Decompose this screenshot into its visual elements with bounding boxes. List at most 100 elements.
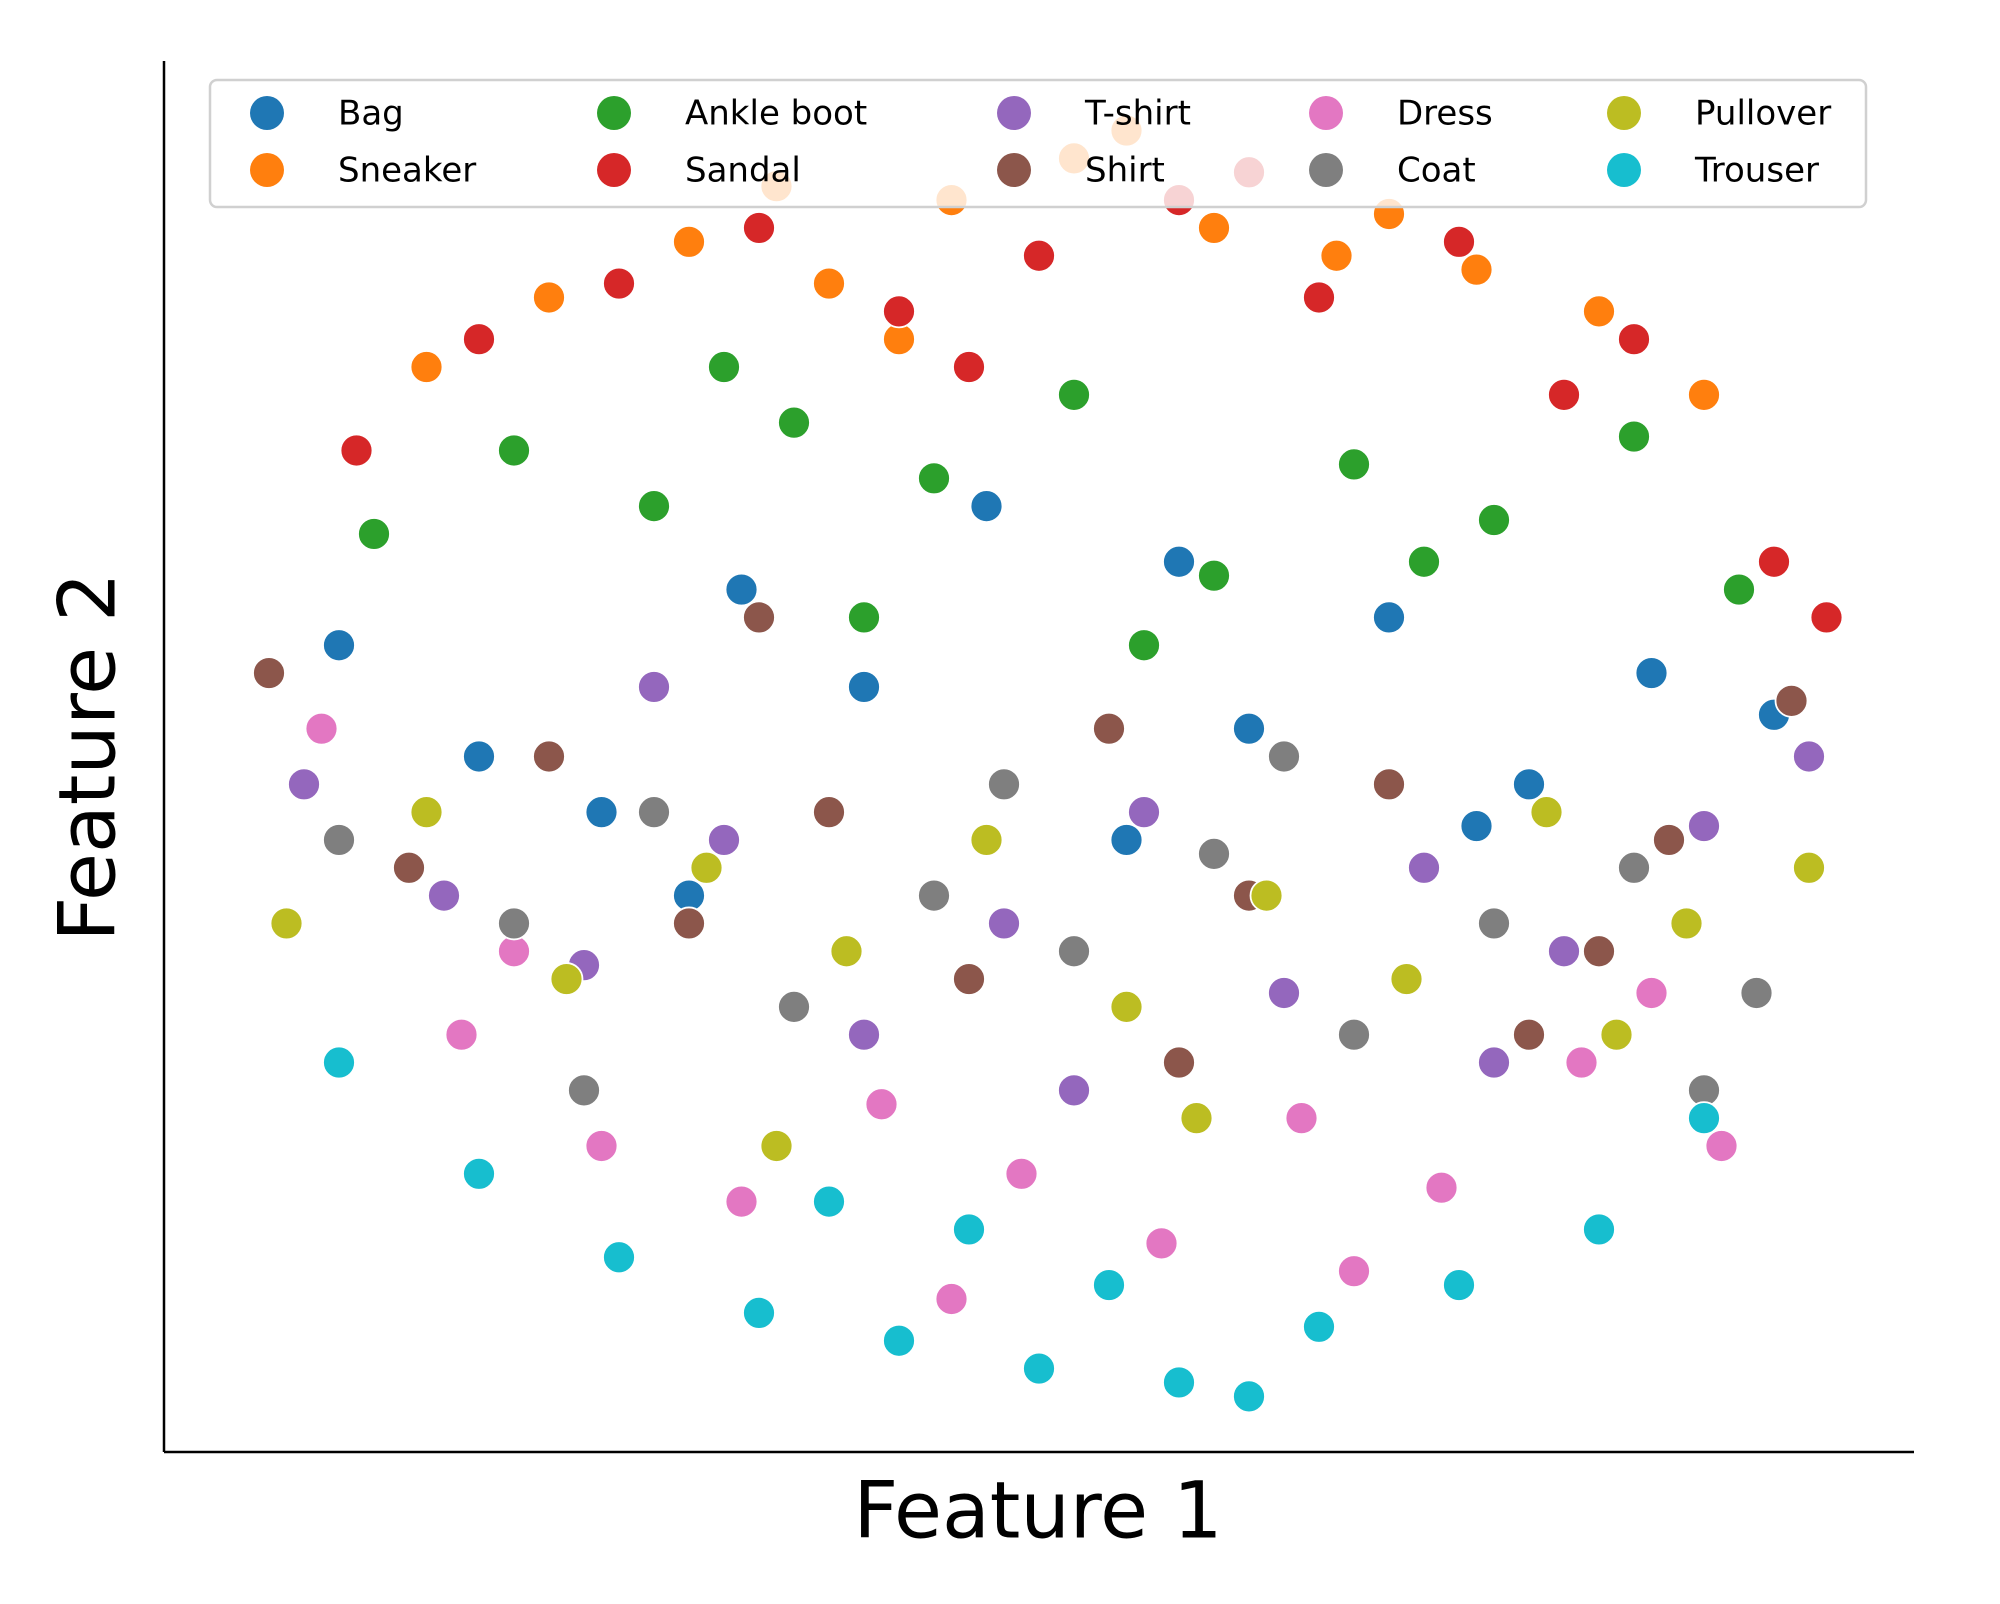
data-point <box>1092 711 1126 746</box>
data-point <box>602 1240 636 1275</box>
data-point <box>1284 1101 1319 1136</box>
data-point <box>1267 739 1301 774</box>
data-point <box>392 850 426 885</box>
data-point <box>1092 1268 1126 1302</box>
data-point <box>934 1282 969 1316</box>
data-point <box>1442 224 1476 259</box>
data-point <box>1267 976 1301 1010</box>
data-point <box>1179 1101 1214 1136</box>
legend-label: Ankle boot <box>685 94 867 134</box>
data-point <box>462 322 496 357</box>
data-point <box>1057 934 1091 969</box>
data-point <box>1704 1129 1739 1163</box>
data-point <box>952 350 986 384</box>
data-point <box>777 405 811 440</box>
legend-label: Dress <box>1397 94 1493 134</box>
data-point <box>1809 600 1844 635</box>
data-point <box>777 989 811 1024</box>
data-point <box>1564 1045 1599 1080</box>
legend: Bag Sneaker Ankle boot Sandal T-shirt Shirt Dr… <box>208 78 1868 209</box>
data-point <box>1582 1212 1616 1247</box>
data-point <box>1197 211 1231 245</box>
data-point <box>742 211 776 245</box>
data-point <box>847 600 881 635</box>
legend-marker <box>250 96 284 130</box>
data-point <box>339 433 374 468</box>
data-point <box>409 350 444 384</box>
data-point <box>1232 711 1266 746</box>
data-point <box>1459 809 1494 843</box>
data-point <box>322 823 356 857</box>
data-point <box>532 739 566 774</box>
data-point <box>1687 377 1721 412</box>
legend-label: Shirt <box>1085 151 1165 191</box>
data-point <box>1057 377 1091 412</box>
data-point <box>1424 1170 1459 1205</box>
legend-label: Coat <box>1397 151 1476 191</box>
legend-marker <box>1607 153 1641 187</box>
data-point <box>724 572 759 607</box>
data-point <box>1407 850 1441 885</box>
legend-label: Sandal <box>685 151 801 191</box>
data-point <box>1617 850 1651 885</box>
data-point <box>252 656 286 690</box>
data-point <box>812 266 846 301</box>
data-point <box>1547 377 1581 412</box>
data-point <box>287 767 321 802</box>
data-point <box>689 850 724 885</box>
data-point <box>864 1087 899 1122</box>
data-point <box>1442 1268 1476 1302</box>
legend-marker <box>597 96 631 130</box>
data-point <box>444 1017 479 1052</box>
data-point <box>1162 1365 1196 1400</box>
y-axis-label: Feature 2 <box>43 572 133 941</box>
data-point <box>497 433 531 468</box>
data-point <box>969 489 1004 524</box>
data-point <box>1232 1379 1266 1414</box>
data-point <box>1162 544 1196 579</box>
data-point <box>602 266 636 301</box>
data-point <box>1337 1017 1371 1052</box>
data-point <box>637 489 671 524</box>
data-point <box>1582 934 1616 969</box>
data-point <box>759 1129 794 1163</box>
legend-marker <box>997 153 1031 187</box>
data-point <box>812 795 846 830</box>
data-point <box>847 1017 881 1052</box>
data-point <box>969 823 1004 857</box>
data-point <box>322 628 356 663</box>
data-point <box>357 517 391 551</box>
data-point <box>952 962 986 996</box>
data-point <box>1302 280 1336 315</box>
data-point <box>742 600 776 635</box>
data-point <box>1792 739 1826 774</box>
data-point <box>637 795 671 830</box>
data-point <box>1022 1351 1056 1386</box>
plot-area <box>252 113 1844 1414</box>
data-point <box>1319 238 1354 273</box>
data-point <box>1599 1017 1634 1052</box>
data-point <box>1687 809 1721 843</box>
legend-marker <box>250 153 284 187</box>
data-point <box>917 461 951 496</box>
data-point <box>1004 1156 1039 1191</box>
data-point <box>672 906 706 941</box>
legend-marker <box>1607 96 1641 130</box>
legend-marker <box>1309 96 1343 130</box>
data-point <box>1652 823 1686 857</box>
data-point <box>829 934 864 969</box>
data-point <box>707 823 741 857</box>
data-point <box>1302 1309 1336 1344</box>
data-point <box>1407 544 1441 579</box>
legend-marker <box>597 153 631 187</box>
data-point <box>1547 934 1581 969</box>
data-point <box>1757 544 1791 579</box>
data-point <box>1634 976 1669 1010</box>
data-point <box>1127 795 1161 830</box>
data-point <box>1249 878 1284 913</box>
data-point <box>1774 683 1809 718</box>
data-point <box>724 1184 759 1219</box>
data-point <box>1477 503 1511 537</box>
data-point <box>1372 767 1406 802</box>
